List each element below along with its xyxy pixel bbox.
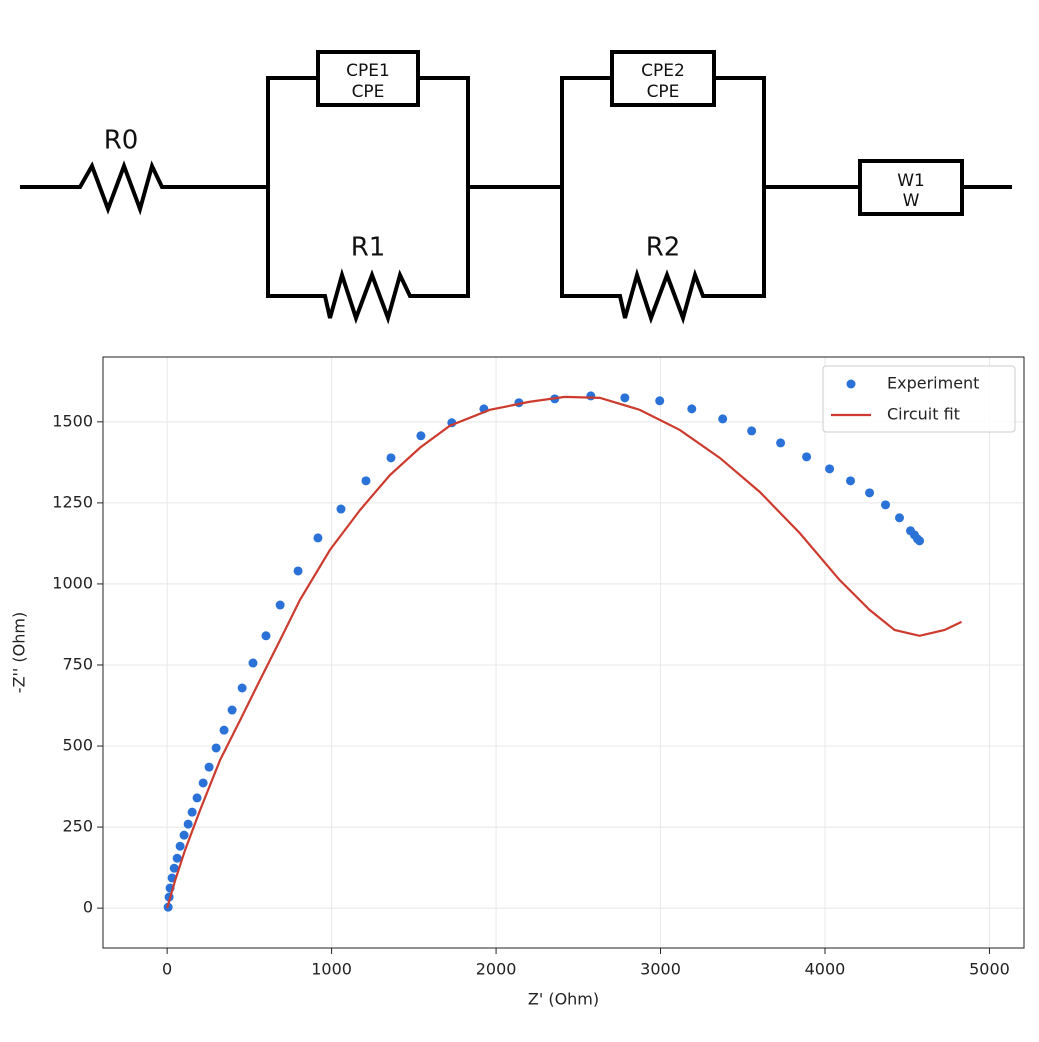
data-point: [261, 631, 271, 641]
data-point: [237, 683, 247, 693]
data-point: [198, 778, 208, 788]
r0-label: R0: [104, 126, 139, 156]
w1-box: [858, 159, 964, 216]
data-point: [361, 476, 371, 486]
data-point: [845, 476, 855, 486]
data-point: [248, 658, 258, 668]
data-point: [175, 841, 185, 851]
legend-label: Circuit fit: [887, 405, 960, 424]
data-point: [172, 853, 182, 863]
data-point: [655, 396, 665, 406]
data-point: [179, 830, 189, 840]
x-tick-label: 5000: [969, 960, 1010, 979]
data-point: [687, 404, 697, 414]
legend-label: Experiment: [887, 374, 979, 393]
data-point: [204, 762, 214, 772]
x-tick-label: 2000: [476, 960, 517, 979]
data-point: [620, 393, 630, 403]
data-point: [183, 819, 193, 829]
data-point: [211, 743, 221, 753]
cpe2-name: CPE2: [641, 61, 685, 81]
data-point: [187, 807, 197, 817]
cpe2-box: [610, 50, 716, 107]
data-point: [169, 863, 179, 873]
data-point: [802, 452, 812, 462]
data-point: [313, 533, 323, 543]
r1-label: R1: [351, 233, 386, 263]
x-axis-label: Z' (Ohm): [528, 990, 599, 1009]
cpe1-box: [316, 50, 420, 107]
wire: [20, 76, 1012, 325]
data-point: [776, 438, 786, 448]
chart: 0 1000 2000 3000 4000 5000 0 250 500 750 1000 1250 1…: [10, 356, 1025, 1009]
data-point: [386, 453, 396, 463]
data-point: [747, 426, 757, 436]
data-point: [227, 705, 237, 715]
data-point: [293, 566, 303, 576]
r2-label: R2: [646, 233, 681, 263]
cpe1-type: CPE: [352, 82, 385, 102]
circuit-diagram: R0 CPE1 CPE R1 CPE2 CPE R2 W1 W: [20, 50, 1012, 325]
x-tick-label: 3000: [640, 960, 681, 979]
w1-type: W: [903, 191, 920, 211]
legend-swatch: [846, 379, 856, 389]
x-tick-label: 4000: [805, 960, 846, 979]
y-tick-label: 1250: [52, 492, 93, 511]
x-tick-label: 1000: [311, 960, 352, 979]
data-point: [718, 414, 728, 424]
fit-line: [166, 395, 962, 909]
y-tick-label: 750: [62, 654, 93, 673]
data-point: [275, 600, 285, 610]
data-point: [895, 513, 905, 523]
y-tick-label: 1500: [52, 411, 93, 430]
data-point: [865, 488, 875, 498]
y-axis-label: -Z'' (Ohm): [10, 612, 29, 693]
data-point: [416, 431, 426, 441]
data-point: [586, 391, 596, 401]
y-tick-label: 500: [62, 736, 93, 755]
data-point: [192, 793, 202, 803]
plot-frame: [102, 356, 1025, 949]
data-point: [915, 536, 925, 546]
data-point: [336, 504, 346, 514]
cpe2-type: CPE: [647, 82, 680, 102]
data-point: [881, 500, 891, 510]
w1-name: W1: [897, 171, 925, 191]
cpe1-name: CPE1: [346, 61, 390, 81]
data-point: [825, 464, 835, 474]
data-point: [219, 725, 229, 735]
y-tick-label: 250: [62, 817, 93, 836]
x-tick-label: 0: [162, 960, 172, 979]
y-tick-label: 1000: [52, 573, 93, 592]
y-tick-label: 0: [83, 898, 93, 917]
